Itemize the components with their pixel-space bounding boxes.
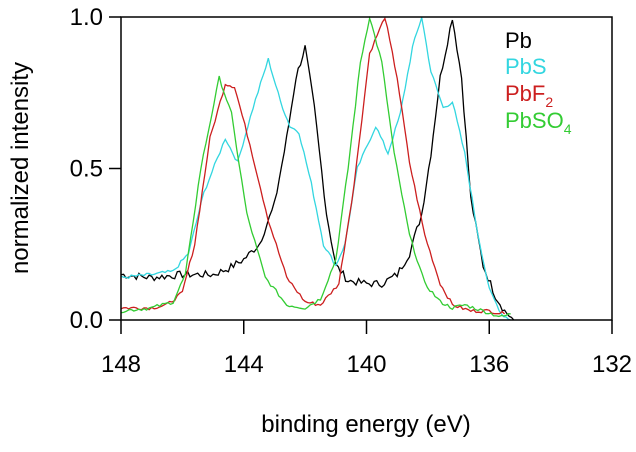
series-line-pb	[120, 19, 515, 321]
x-tick-label: 136	[469, 351, 509, 378]
series-lines	[120, 15, 515, 321]
x-tick-label: 144	[224, 351, 264, 378]
x-tick-label: 148	[101, 351, 141, 378]
legend-entry-pbs: PbS	[505, 54, 547, 79]
y-axis: 0.0 0.5 1.0	[70, 4, 121, 334]
series-line-pbso4	[120, 15, 511, 318]
y-axis-label: normalized intensity	[7, 62, 34, 274]
y-tick-label: 0.0	[70, 307, 103, 334]
x-tick-label: 132	[592, 351, 632, 378]
series-line-pbs	[120, 17, 511, 321]
legend-label: PbF	[505, 81, 545, 106]
legend-entry-pb: Pb	[505, 28, 532, 53]
series-line-pbf2	[120, 16, 506, 315]
legend-entry-pbso4: PbSO4	[505, 108, 572, 137]
y-tick-label: 0.5	[70, 156, 103, 183]
x-axis: 148 144 140 136 132	[101, 320, 632, 378]
x-tick-label: 140	[346, 351, 386, 378]
legend-label: PbS	[505, 54, 547, 79]
legend-label: Pb	[505, 28, 532, 53]
x-axis-label: binding energy (eV)	[261, 411, 470, 438]
legend-label: PbSO	[505, 108, 564, 133]
y-tick-label: 1.0	[70, 4, 103, 31]
legend-subscript: 2	[545, 94, 553, 110]
legend-entry-pbf2: PbF2	[505, 81, 553, 110]
legend-subscript: 4	[564, 121, 572, 137]
